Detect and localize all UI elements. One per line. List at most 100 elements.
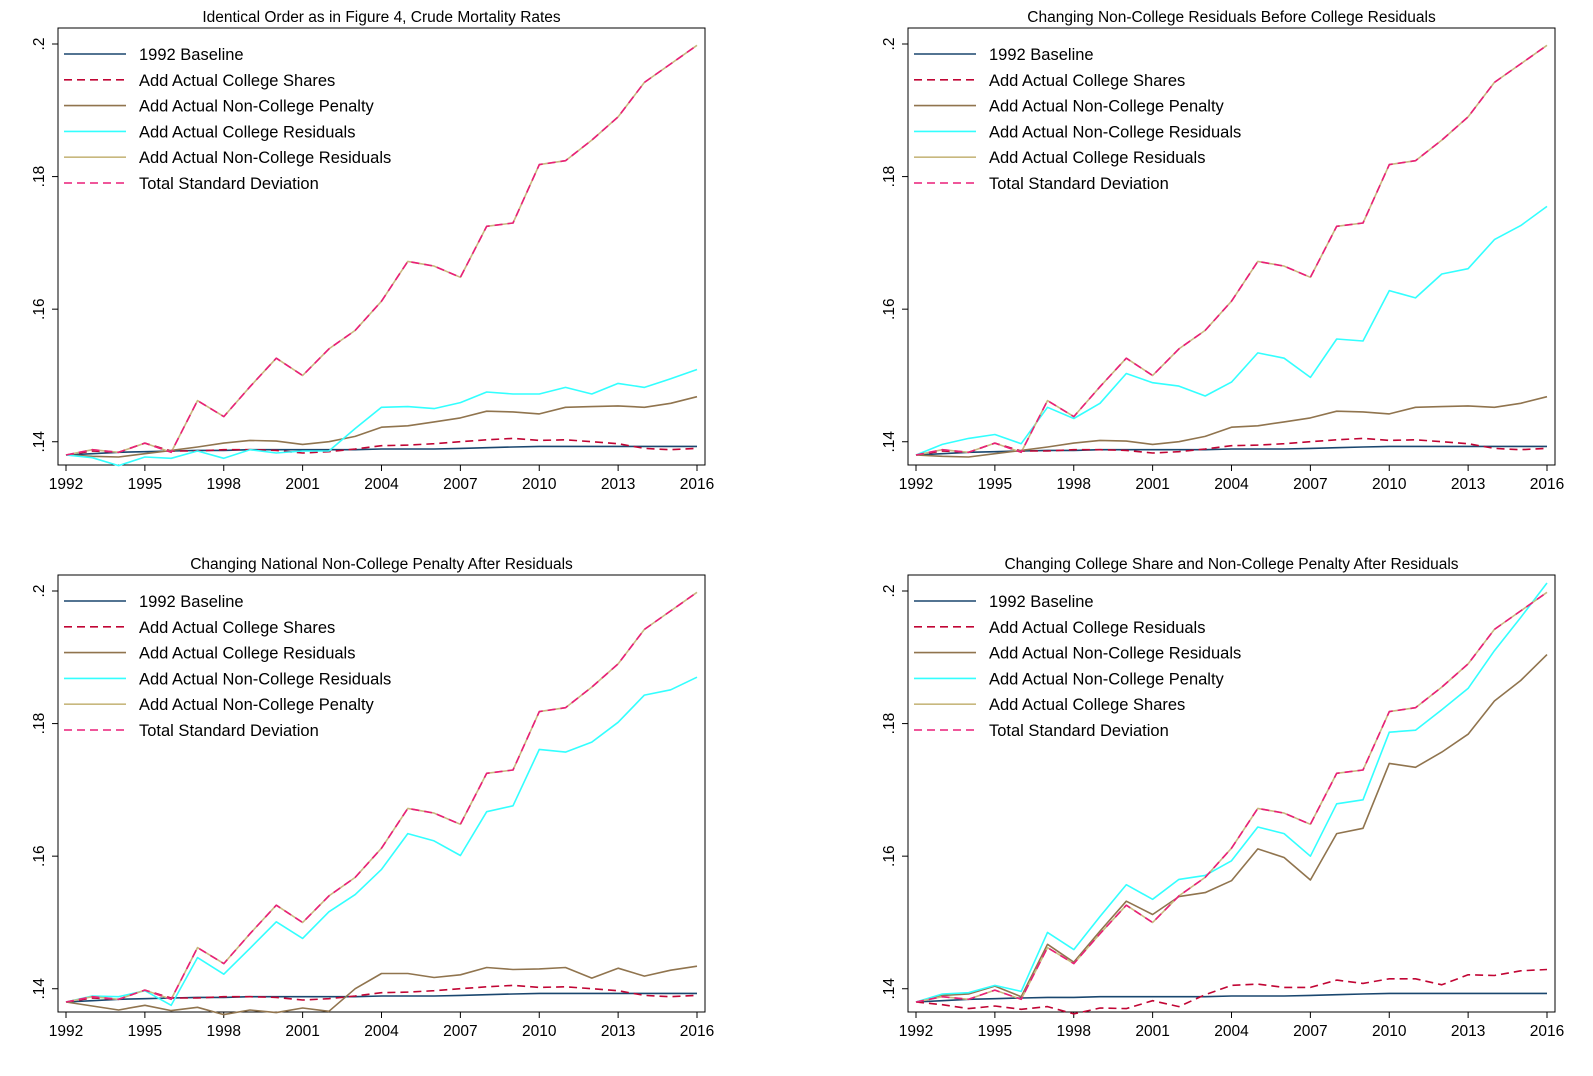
x-tick-label: 2001 [1135, 476, 1169, 493]
chart-panel-bottom-right: Changing College Share and Non-College P… [850, 547, 1593, 1076]
chart-title: Changing College Share and Non-College P… [1004, 556, 1458, 573]
x-tick-label: 1998 [207, 1023, 241, 1040]
legend-label: 1992 Baseline [989, 593, 1094, 611]
series-line-6 [65, 44, 698, 456]
x-tick-label: 2001 [285, 476, 319, 493]
legend-label: Total Standard Deviation [139, 722, 319, 740]
legend-label: Add Actual College Residuals [989, 149, 1205, 167]
legend-label: Add Actual Non-College Penalty [139, 98, 375, 116]
legend-label: Add Actual College Shares [139, 72, 335, 90]
y-tick-label: .18 [881, 713, 898, 735]
series-line-3 [915, 395, 1548, 458]
legend-label: Add Actual College Shares [989, 72, 1185, 90]
x-tick-label: 2001 [285, 1023, 319, 1040]
legend-label: Add Actual Non-College Penalty [989, 670, 1225, 688]
x-tick-label: 1995 [978, 476, 1012, 493]
x-tick-label: 1998 [1057, 1023, 1091, 1040]
y-tick-label: .16 [881, 845, 898, 867]
x-tick-label: 1995 [978, 1023, 1012, 1040]
line-chart-4: Changing College Share and Non-College P… [881, 556, 1564, 1040]
legend-label: Add Actual College Residuals [139, 645, 355, 663]
x-tick-label: 2016 [1530, 476, 1564, 493]
y-tick-label: .14 [31, 978, 48, 1000]
x-tick-label: 2010 [1372, 476, 1407, 493]
plot-frame [57, 27, 706, 466]
chart-panel-top-left: Identical Order as in Figure 4, Crude Mo… [0, 0, 796, 529]
y-tick-label: .2 [31, 585, 48, 598]
y-tick-label: .16 [881, 298, 898, 320]
series-line-2 [915, 968, 1548, 1015]
series-line-3 [65, 395, 698, 458]
chart-title: Changing Non-College Residuals Before Co… [1027, 9, 1436, 26]
legend-label: 1992 Baseline [989, 46, 1094, 64]
x-tick-label: 1992 [49, 1023, 83, 1040]
series-line-4 [65, 368, 698, 467]
x-tick-label: 2004 [364, 1023, 399, 1040]
x-tick-label: 2010 [522, 476, 557, 493]
x-tick-label: 2013 [1451, 1023, 1485, 1040]
y-tick-label: .2 [881, 585, 898, 598]
legend-label: 1992 Baseline [139, 46, 244, 64]
x-tick-label: 1992 [899, 476, 933, 493]
line-chart-3: Changing National Non-College Penalty Af… [31, 556, 714, 1040]
y-tick-label: .14 [881, 978, 898, 1000]
legend-label: Add Actual College Shares [989, 696, 1185, 714]
x-tick-label: 2007 [443, 476, 477, 493]
chart-panel-top-right: Changing Non-College Residuals Before Co… [850, 0, 1593, 529]
x-tick-label: 2004 [364, 476, 399, 493]
legend-label: Add Actual College Residuals [139, 123, 355, 141]
x-tick-label: 2001 [1135, 1023, 1169, 1040]
y-tick-label: .2 [881, 38, 898, 51]
legend-label: Add Actual Non-College Residuals [139, 670, 391, 688]
x-tick-label: 2004 [1214, 1023, 1249, 1040]
legend-label: 1992 Baseline [139, 593, 244, 611]
legend-label: Add Actual Non-College Residuals [139, 149, 391, 167]
x-tick-label: 2016 [1530, 1023, 1564, 1040]
series-line-4 [65, 676, 698, 1007]
x-tick-label: 1995 [128, 1023, 162, 1040]
y-tick-label: .16 [31, 845, 48, 867]
x-tick-label: 2013 [601, 476, 635, 493]
series-line-4 [915, 205, 1548, 456]
legend-label: Add Actual College Shares [139, 619, 335, 637]
legend-label: Add Actual Non-College Residuals [989, 123, 1241, 141]
series-line-1 [915, 992, 1547, 1003]
legend-label: Total Standard Deviation [989, 722, 1169, 740]
legend-label: Total Standard Deviation [989, 175, 1169, 193]
series-line-6 [915, 44, 1548, 456]
plot-frame [57, 574, 706, 1013]
x-tick-label: 2016 [680, 476, 714, 493]
x-tick-label: 2013 [1451, 476, 1485, 493]
x-tick-label: 2004 [1214, 476, 1249, 493]
legend-label: Add Actual Non-College Penalty [989, 98, 1225, 116]
y-tick-label: .14 [881, 431, 898, 453]
x-tick-label: 2013 [601, 1023, 635, 1040]
legend-label: Add Actual Non-College Penalty [139, 696, 375, 714]
x-tick-label: 2010 [1372, 1023, 1407, 1040]
x-tick-label: 2007 [1293, 1023, 1327, 1040]
plot-frame [907, 27, 1556, 466]
series-line-4 [915, 582, 1548, 1003]
line-chart-2: Changing Non-College Residuals Before Co… [881, 9, 1564, 493]
chart-panel-bottom-left: Changing National Non-College Penalty Af… [0, 547, 796, 1076]
x-tick-label: 2007 [1293, 476, 1327, 493]
series-line-3 [915, 654, 1548, 1003]
x-tick-label: 1992 [899, 1023, 933, 1040]
x-tick-label: 1998 [207, 476, 241, 493]
series-line-3 [65, 965, 698, 1016]
line-chart-1: Identical Order as in Figure 4, Crude Mo… [31, 9, 714, 493]
series-line-6 [65, 591, 698, 1003]
x-tick-label: 2016 [680, 1023, 714, 1040]
chart-title: Identical Order as in Figure 4, Crude Mo… [202, 9, 561, 26]
x-tick-label: 1995 [128, 476, 162, 493]
x-tick-label: 1992 [49, 476, 83, 493]
y-tick-label: .18 [881, 166, 898, 188]
legend-label: Add Actual Non-College Residuals [989, 645, 1241, 663]
y-tick-label: .16 [31, 298, 48, 320]
y-tick-label: .18 [31, 166, 48, 188]
y-tick-label: .18 [31, 713, 48, 735]
chart-title: Changing National Non-College Penalty Af… [190, 556, 573, 573]
legend-label: Total Standard Deviation [139, 175, 319, 193]
y-tick-label: .14 [31, 431, 48, 453]
y-tick-label: .2 [31, 38, 48, 51]
